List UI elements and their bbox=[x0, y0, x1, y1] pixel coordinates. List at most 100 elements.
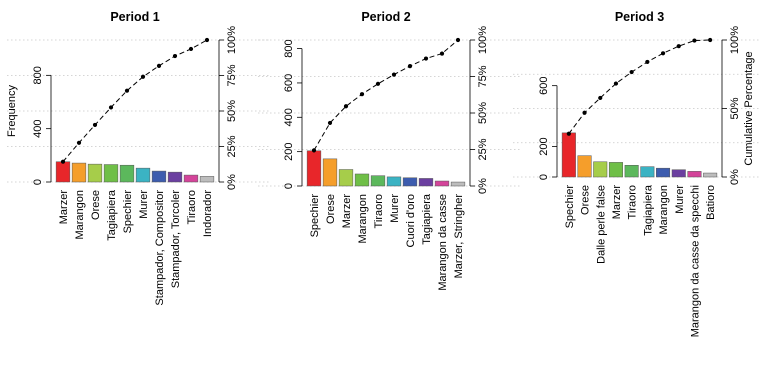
bar-10 bbox=[450, 181, 466, 187]
bar-1 bbox=[306, 150, 322, 187]
cumulative-line bbox=[313, 39, 459, 151]
bar-9 bbox=[434, 180, 450, 187]
bar-5 bbox=[370, 175, 386, 187]
cumulative-point-1 bbox=[311, 148, 317, 153]
category-label: Marangon bbox=[357, 194, 369, 244]
bar-7 bbox=[151, 170, 167, 183]
bar-5 bbox=[624, 165, 639, 178]
cumulative-point-2 bbox=[582, 110, 587, 115]
cumulative-point-8 bbox=[676, 44, 681, 49]
panel-1: Period 1 0 400 800 0% 25% 50% 75% 100% Marzer Mara… bbox=[6, 10, 270, 306]
cumulative-point-4 bbox=[359, 92, 365, 97]
bar-8 bbox=[167, 171, 183, 183]
bar-1 bbox=[561, 132, 576, 178]
left-tick-label: 200 bbox=[538, 137, 550, 155]
category-label: Indorador bbox=[202, 190, 214, 237]
right-tick-label: 25% bbox=[226, 135, 238, 157]
left-tick-label: 800 bbox=[32, 66, 44, 84]
bar-1 bbox=[55, 161, 71, 183]
category-label: Murer bbox=[674, 185, 686, 214]
right-tick-label: 50% bbox=[729, 97, 741, 119]
panel-3: Period 3 0 200 600 0% 50% 100% Spechier Orese Dal… bbox=[513, 10, 759, 337]
cumulative-point-10 bbox=[204, 37, 210, 43]
bar-5 bbox=[119, 164, 135, 183]
category-label: Batioro bbox=[705, 185, 717, 220]
cumulative-point-9 bbox=[692, 38, 697, 43]
category-label: Stampador, Torcoler bbox=[170, 190, 182, 289]
panel-title: Period 1 bbox=[110, 10, 159, 24]
left-tick-label: 600 bbox=[283, 74, 295, 92]
right-tick-label: 0% bbox=[477, 178, 489, 194]
cumulative-point-1 bbox=[60, 159, 66, 164]
cumulative-line bbox=[568, 39, 711, 135]
left-tick-label: 400 bbox=[32, 119, 44, 137]
cumulative-point-5 bbox=[629, 69, 634, 75]
right-tick-label: 100% bbox=[477, 26, 489, 54]
bar-6 bbox=[386, 176, 402, 187]
bar-3 bbox=[338, 169, 354, 187]
cumulative-point-7 bbox=[660, 51, 666, 56]
category-label: Marangon da casse da specchi bbox=[689, 185, 701, 337]
category-label: Marangon bbox=[658, 185, 670, 235]
category-label: Orese bbox=[90, 190, 102, 220]
cumulative-point-7 bbox=[407, 64, 413, 69]
category-label: Marangon da casse bbox=[437, 194, 449, 291]
category-label: Tiraoro bbox=[186, 190, 198, 224]
category-label: Tagiapiera bbox=[421, 193, 433, 245]
bar-4 bbox=[608, 162, 623, 178]
category-label: Marzer bbox=[341, 194, 353, 229]
right-tick-label: 25% bbox=[477, 138, 489, 160]
left-tick-label: 0 bbox=[538, 174, 550, 180]
left-tick-label: 0 bbox=[32, 179, 44, 185]
panel-2: Period 2 0 200 400 600 800 0% 25% 50% 75% 100% Spec… bbox=[258, 10, 521, 291]
category-label: Cuori d'oro bbox=[405, 194, 417, 247]
left-tick-label: 400 bbox=[283, 108, 295, 126]
cumulative-point-2 bbox=[327, 120, 333, 126]
cumulative-point-6 bbox=[391, 72, 397, 77]
right-tick-label: 75% bbox=[477, 65, 489, 87]
right-tick-label: 100% bbox=[226, 26, 238, 54]
bar-10 bbox=[199, 176, 215, 183]
bar-4 bbox=[354, 173, 370, 187]
cumulative-point-8 bbox=[172, 53, 178, 59]
cumulative-point-9 bbox=[439, 51, 445, 56]
left-tick-label: 800 bbox=[283, 39, 295, 57]
cumulative-point-1 bbox=[566, 131, 571, 136]
bar-6 bbox=[640, 166, 655, 178]
bar-9 bbox=[687, 171, 702, 178]
cumulative-point-7 bbox=[156, 63, 162, 68]
bar-6 bbox=[135, 167, 151, 183]
category-label: Murer bbox=[138, 190, 150, 219]
bar-9 bbox=[183, 174, 199, 183]
cumulative-point-5 bbox=[124, 88, 130, 93]
category-label: Spechier bbox=[122, 190, 134, 234]
left-tick-label: 600 bbox=[538, 76, 550, 94]
category-label: Marzer bbox=[58, 190, 70, 225]
category-label: Marzer, Stringher bbox=[453, 194, 465, 279]
right-tick-label: 50% bbox=[477, 102, 489, 124]
bar-2 bbox=[71, 162, 87, 183]
category-label: Tagiapiera bbox=[642, 184, 654, 236]
cumulative-point-6 bbox=[140, 74, 146, 79]
right-tick-label: 100% bbox=[729, 26, 741, 54]
panel-title: Period 2 bbox=[361, 10, 410, 24]
left-tick-label: 200 bbox=[283, 142, 295, 160]
category-label: Marzer bbox=[611, 185, 623, 220]
category-label: Spechier bbox=[309, 194, 321, 238]
cumulative-point-3 bbox=[343, 104, 349, 109]
y-axis-title: Frequency bbox=[6, 85, 18, 137]
cumulative-point-10 bbox=[455, 37, 461, 43]
cumulative-point-4 bbox=[108, 105, 114, 110]
bar-8 bbox=[671, 169, 686, 178]
category-label: Tiraoro bbox=[373, 194, 385, 228]
cumulative-point-2 bbox=[76, 140, 82, 145]
cumulative-point-8 bbox=[423, 56, 429, 61]
category-label: Tagiapiera bbox=[106, 189, 118, 241]
bar-7 bbox=[656, 167, 671, 178]
bar-2 bbox=[577, 155, 592, 178]
category-label: Orese bbox=[580, 185, 592, 215]
y2-axis-title: Cumulative Percentage bbox=[743, 51, 755, 165]
category-label: Dalle perle false bbox=[595, 185, 607, 264]
bar-3 bbox=[593, 161, 608, 178]
